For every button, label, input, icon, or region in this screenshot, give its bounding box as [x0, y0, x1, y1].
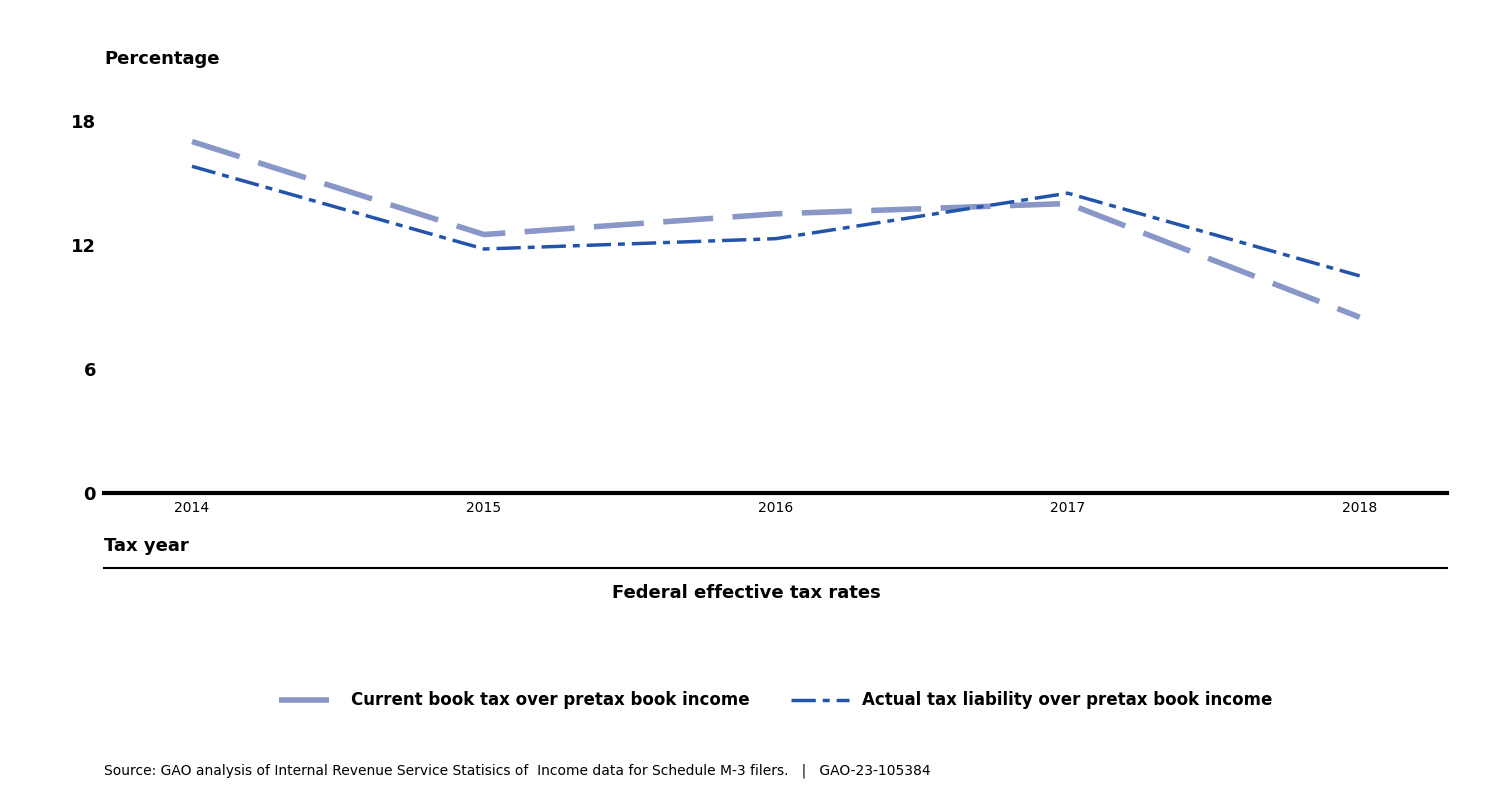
- Text: Federal effective tax rates: Federal effective tax rates: [612, 584, 880, 603]
- Legend: Current book tax over pretax book income, Actual tax liability over pretax book : Current book tax over pretax book income…: [272, 684, 1280, 716]
- Text: Tax year: Tax year: [104, 537, 189, 555]
- Text: Source: GAO analysis of Internal Revenue Service Statisics of  Income data for S: Source: GAO analysis of Internal Revenue…: [104, 763, 931, 778]
- Text: Percentage: Percentage: [104, 49, 219, 68]
